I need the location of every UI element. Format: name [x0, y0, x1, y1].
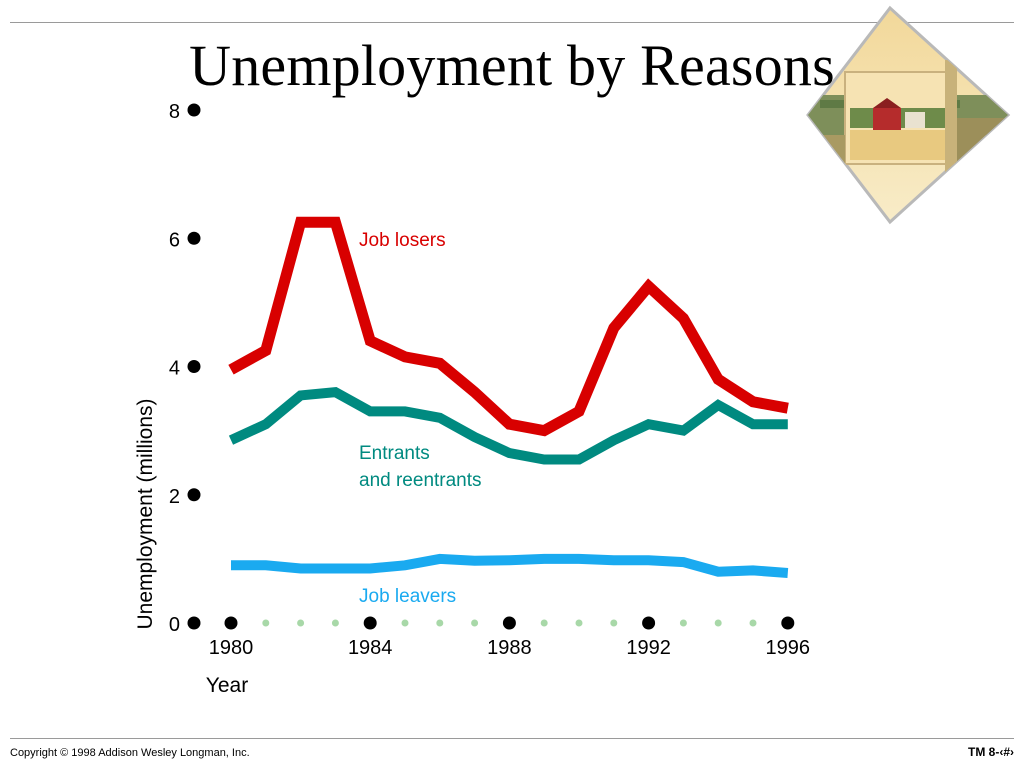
- x-minor-dot: [540, 619, 548, 627]
- x-tick-label: 1992: [626, 637, 671, 659]
- bottom-rule: [10, 738, 1014, 739]
- y-tick-dot: [187, 360, 201, 373]
- y-tick-label: 6: [169, 229, 180, 251]
- x-tick-dot: [642, 616, 656, 630]
- y-tick-label: 4: [169, 358, 180, 380]
- series-label-line: Job leavers: [359, 586, 456, 607]
- y-axis-title: Unemployment (millions): [134, 398, 157, 629]
- slide-number: TM 8-‹#›: [968, 745, 1014, 759]
- series-label-line: Entrants: [359, 443, 430, 464]
- x-minor-dot: [436, 619, 444, 627]
- x-minor-dot: [297, 619, 305, 627]
- series-label: Job leavers: [359, 586, 456, 607]
- x-tick-label: 1980: [209, 637, 254, 659]
- slide-title: Unemployment by Reasons: [189, 33, 835, 98]
- x-minor-dot: [331, 619, 339, 627]
- x-minor-dot: [749, 619, 757, 627]
- x-tick-label: 1984: [348, 637, 393, 659]
- top-rule: [10, 22, 1014, 23]
- x-minor-dot: [714, 619, 722, 627]
- series-line-job-losers: [228, 216, 789, 437]
- y-tick-label: 2: [169, 486, 180, 508]
- x-tick-dot: [224, 616, 238, 630]
- x-minor-dot: [401, 619, 409, 627]
- y-tick-dot: [187, 488, 201, 502]
- y-tick-label: 0: [169, 614, 180, 636]
- copyright-footer: Copyright © 1998 Addison Wesley Longman,…: [10, 747, 250, 759]
- series-label-line: Job losers: [359, 230, 446, 251]
- series-label-line: and reentrants: [359, 470, 482, 491]
- x-tick-dot: [363, 616, 377, 630]
- x-minor-dot: [679, 619, 687, 627]
- x-minor-dot: [610, 619, 618, 627]
- x-minor-dot: [471, 619, 479, 627]
- y-tick-dot: [187, 231, 201, 245]
- x-tick-dot: [502, 616, 516, 630]
- x-tick-dot: [781, 616, 795, 630]
- series-label: Entrants and reentrants: [359, 443, 482, 491]
- y-tick-dot: [187, 103, 201, 117]
- x-tick-label: 1996: [766, 637, 811, 659]
- x-minor-dot: [575, 619, 583, 627]
- y-tick-dot: [187, 616, 201, 630]
- series-line-entrants: [228, 386, 788, 465]
- series-label: Job losers: [359, 230, 446, 251]
- x-tick-label: 1988: [487, 637, 532, 659]
- series-line-job-leavers: [231, 553, 789, 578]
- y-tick-label: 8: [169, 101, 180, 123]
- x-axis-title: Year: [206, 674, 248, 697]
- x-minor-dot: [262, 619, 270, 627]
- farm-diamond-image: [806, 5, 1011, 225]
